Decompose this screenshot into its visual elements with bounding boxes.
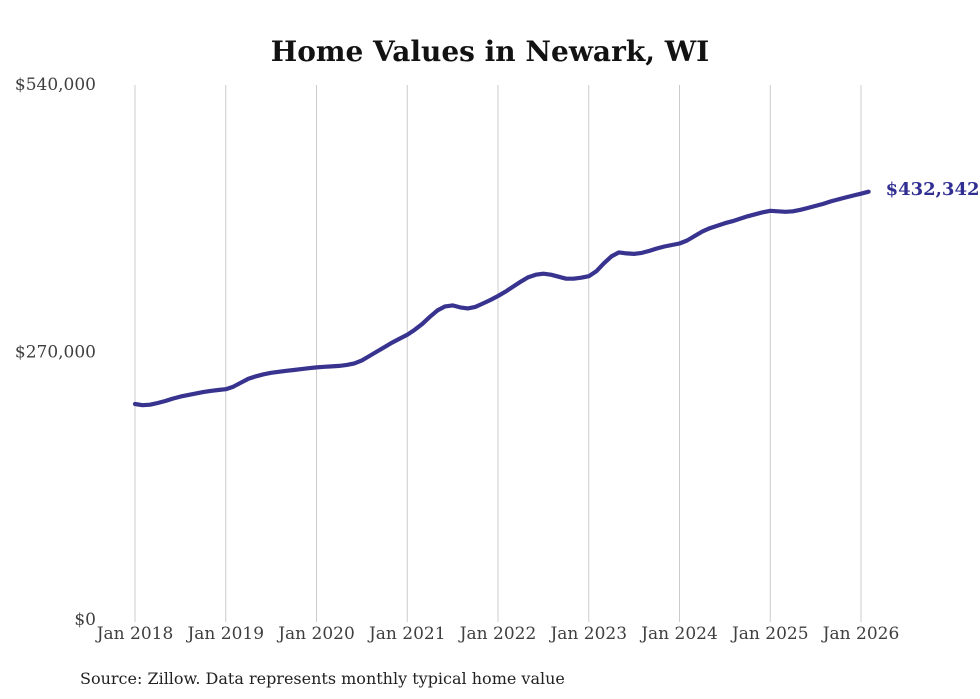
y-tick-label: $540,000 — [15, 75, 96, 95]
y-tick-label: $0 — [74, 610, 96, 630]
x-tick-label: Jan 2025 — [730, 624, 809, 644]
x-tick-label: Jan 2026 — [821, 624, 900, 644]
x-axis-tick-labels: Jan 2018 Jan 2019 Jan 2020 Jan 2021 Jan 2022… — [95, 624, 900, 644]
y-axis-tick-labels: $540,000 $270,000 $0 — [15, 75, 96, 630]
x-tick-label: Jan 2024 — [639, 624, 718, 644]
x-tick-label: Jan 2018 — [95, 624, 174, 644]
x-tick-label: Jan 2019 — [185, 624, 264, 644]
source-note: Source: Zillow. Data represents monthly … — [80, 669, 565, 688]
vertical-gridlines — [134, 85, 862, 622]
home-value-line-series — [132, 189, 871, 408]
latest-value-label: $432,342 — [886, 179, 980, 200]
x-tick-label: Jan 2022 — [458, 624, 537, 644]
y-tick-label: $270,000 — [15, 343, 96, 363]
x-tick-label: Jan 2021 — [367, 624, 446, 644]
x-tick-label: Jan 2023 — [548, 624, 627, 644]
x-tick-label: Jan 2020 — [276, 624, 355, 644]
chart-title: Home Values in Newark, WI — [271, 35, 710, 68]
